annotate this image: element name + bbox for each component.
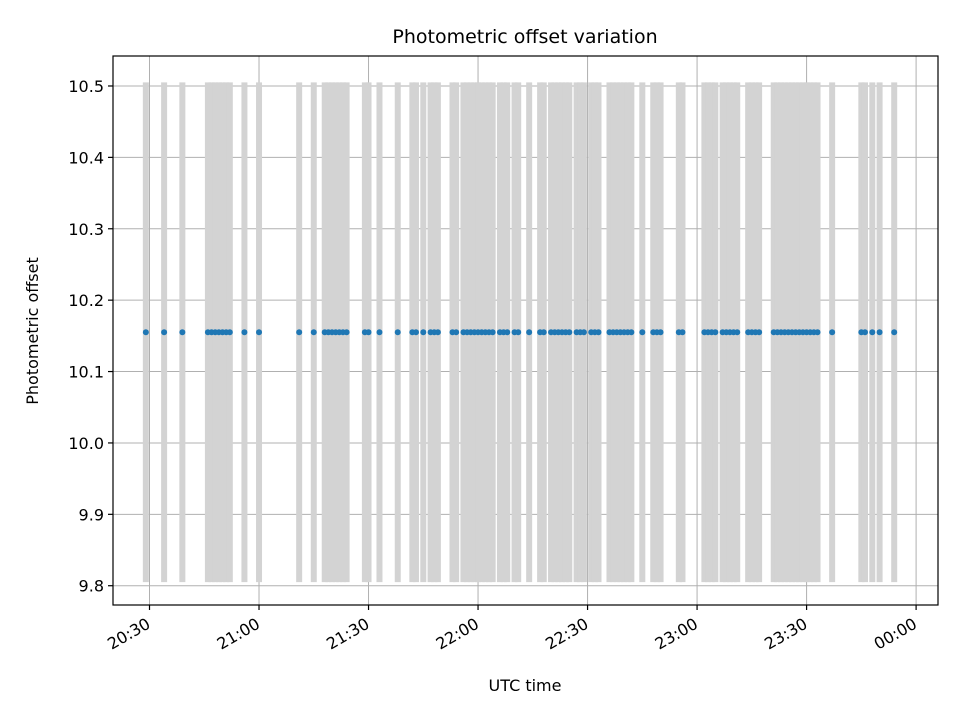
data-point xyxy=(296,329,303,336)
data-point xyxy=(161,329,168,336)
data-point xyxy=(434,329,441,336)
data-point xyxy=(453,329,460,336)
data-point xyxy=(376,329,383,336)
y-tick-label: 10.0 xyxy=(68,434,104,453)
data-point xyxy=(179,329,186,336)
data-point xyxy=(861,329,868,336)
data-point xyxy=(412,329,419,336)
y-tick-label: 10.1 xyxy=(68,363,104,382)
data-point xyxy=(628,329,635,336)
data-point xyxy=(365,329,372,336)
data-point xyxy=(876,329,883,336)
data-point xyxy=(657,329,664,336)
data-point xyxy=(526,329,533,336)
data-point xyxy=(489,329,496,336)
data-point xyxy=(256,329,263,336)
data-point xyxy=(756,329,763,336)
data-point xyxy=(679,329,686,336)
data-point xyxy=(515,329,522,336)
y-tick-label: 10.4 xyxy=(68,148,104,167)
data-point xyxy=(226,329,233,336)
data-point xyxy=(420,329,427,336)
data-point xyxy=(869,329,876,336)
data-point xyxy=(639,329,646,336)
data-point xyxy=(566,329,573,336)
data-point xyxy=(712,329,719,336)
data-point xyxy=(814,329,821,336)
y-axis-label: Photometric offset xyxy=(23,257,42,405)
data-point xyxy=(394,329,401,336)
data-point xyxy=(540,329,547,336)
y-axis-ticks: 9.8 9.9 10.0 10.1 10.2 10.3 10.4 10.5 xyxy=(68,77,113,596)
data-point xyxy=(241,329,248,336)
data-points xyxy=(142,329,898,336)
y-tick-label: 9.8 xyxy=(79,577,104,596)
data-point xyxy=(343,329,350,336)
data-point xyxy=(310,329,317,336)
data-point xyxy=(829,329,836,336)
plot-area-frame xyxy=(112,55,939,606)
y-tick-label: 10.2 xyxy=(68,291,104,310)
data-point xyxy=(142,329,149,336)
data-point xyxy=(595,329,602,336)
data-point xyxy=(504,329,511,336)
y-tick-label: 10.3 xyxy=(68,220,104,239)
chart-title: Photometric offset variation xyxy=(392,26,657,48)
data-point xyxy=(891,329,898,336)
data-point xyxy=(580,329,587,336)
x-axis-label: UTC time xyxy=(489,676,562,695)
y-tick-label: 9.9 xyxy=(79,505,104,524)
y-tick-label: 10.5 xyxy=(68,77,104,96)
data-point xyxy=(734,329,741,336)
